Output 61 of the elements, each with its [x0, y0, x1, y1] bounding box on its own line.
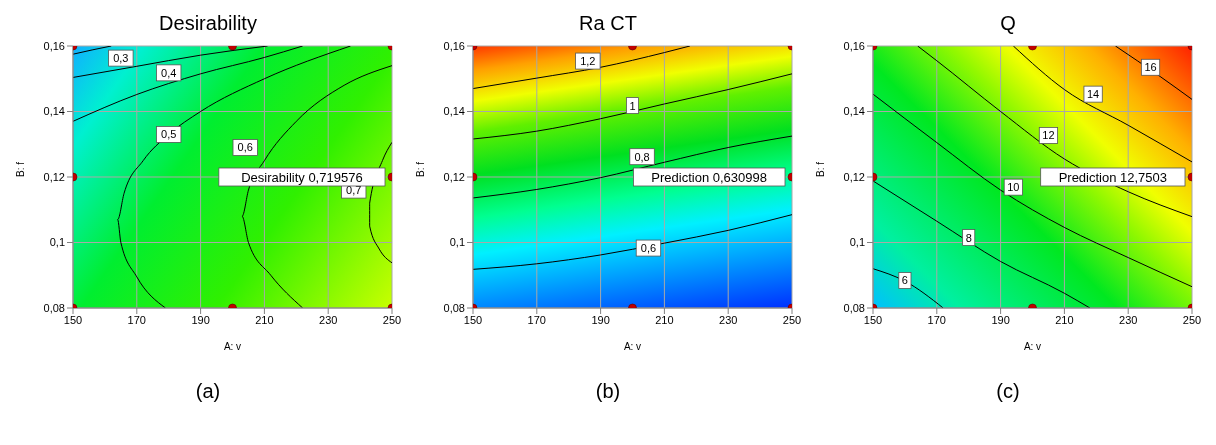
x-tick-label: 230	[719, 313, 738, 326]
chart-title: Desirability	[158, 11, 258, 36]
annotation: 0,7	[346, 184, 362, 197]
y-tick-label: 0,12	[843, 170, 865, 183]
annotation: 1,2	[580, 55, 596, 68]
y-axis-title: B: f	[14, 161, 26, 177]
x-axis-title: A: v	[623, 341, 642, 352]
x-tick-label: 150	[463, 313, 483, 326]
annotation: 10	[1007, 181, 1020, 194]
x-tick-label: 150	[863, 313, 883, 326]
x-tick-label: 190	[191, 313, 210, 326]
annotation: 0,5	[161, 128, 177, 141]
annotation: 0,3	[113, 52, 129, 65]
y-tick-label: 0,16	[843, 39, 865, 52]
text: (c)	[995, 380, 1021, 403]
annotation: 6	[901, 274, 908, 287]
y-axis-title: B: f	[814, 161, 826, 177]
x-axis-title: A: v	[223, 341, 242, 352]
annotation: 16	[1144, 61, 1157, 74]
x-tick-label: 250	[782, 313, 802, 326]
y-tick-label: 0,14	[43, 105, 65, 118]
x-tick-label: 210	[255, 313, 274, 326]
y-tick-label: 0,08	[843, 301, 865, 314]
annotation: Desirability 0,719576	[241, 169, 363, 185]
y-tick-label: 0,08	[443, 301, 465, 314]
x-tick-label: 210	[655, 313, 674, 326]
annotation: 12	[1042, 129, 1055, 142]
x-tick-label: 170	[127, 313, 146, 326]
annotation: Prediction 0,630998	[651, 169, 768, 185]
annotation: 0,6	[237, 141, 253, 154]
text: (a)	[194, 380, 222, 403]
y-tick-label: 0,1	[849, 236, 865, 249]
chart-title: Q	[999, 11, 1017, 36]
y-tick-label: 0,12	[443, 170, 465, 183]
x-tick-label: 190	[591, 313, 610, 326]
y-tick-label: 0,16	[43, 39, 65, 52]
x-tick-label: 210	[1055, 313, 1074, 326]
y-tick-label: 0,12	[43, 170, 65, 183]
x-tick-label: 170	[927, 313, 946, 326]
x-tick-label: 250	[382, 313, 402, 326]
x-tick-label: 230	[319, 313, 338, 326]
text: (b)	[594, 380, 622, 403]
annotation: Prediction 12,7503	[1058, 169, 1168, 185]
annotation: 0,4	[161, 66, 177, 79]
annotation: 8	[965, 231, 972, 244]
x-tick-label: 250	[1182, 313, 1202, 326]
y-axis-title: B: f	[414, 161, 426, 177]
x-tick-label: 170	[527, 313, 546, 326]
y-tick-label: 0,14	[843, 105, 865, 118]
annotation: 0,8	[634, 150, 650, 163]
y-tick-label: 0,08	[43, 301, 65, 314]
x-axis-title: A: v	[1023, 341, 1042, 352]
y-tick-label: 0,1	[49, 236, 65, 249]
annotation: 0,6	[640, 242, 657, 255]
y-tick-label: 0,14	[443, 105, 465, 118]
y-tick-label: 0,1	[449, 236, 465, 249]
x-tick-label: 190	[991, 313, 1010, 326]
x-tick-label: 230	[1119, 313, 1138, 326]
y-tick-label: 0,16	[443, 39, 465, 52]
chart-title: Ra CT	[578, 11, 638, 36]
x-tick-label: 150	[63, 313, 83, 326]
